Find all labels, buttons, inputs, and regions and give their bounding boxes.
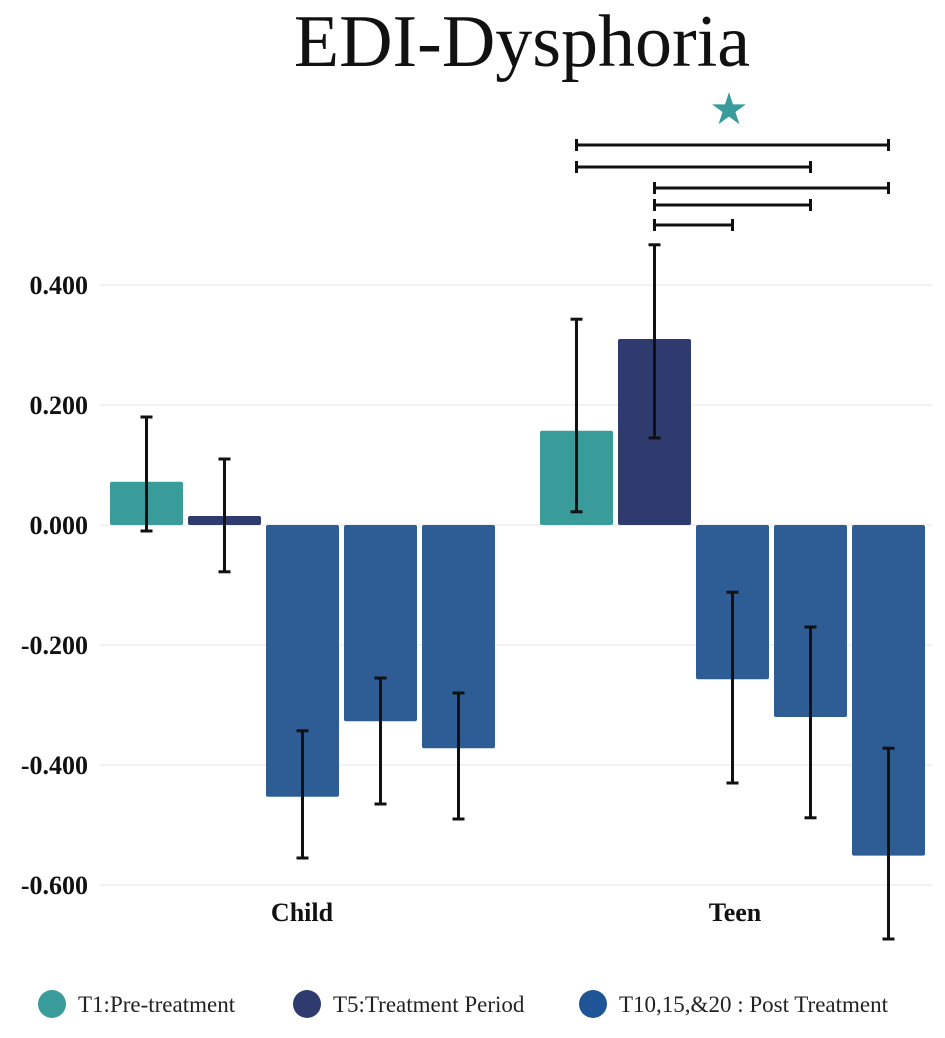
y-tick-label: 0.400 <box>30 271 89 300</box>
legend-swatch <box>579 990 607 1018</box>
bar-child-3 <box>266 525 339 797</box>
axis-layer: 0.400 0.200 0.000 -0.200 -0.400 -0.600 Child Te… <box>21 271 762 927</box>
significance-star-icon: ★ <box>709 84 748 135</box>
error-bar <box>374 676 387 806</box>
error-bar <box>218 457 231 574</box>
y-tick-label: 0.200 <box>30 391 89 420</box>
significance-bracket <box>653 219 734 231</box>
legend-label: T5:Treatment Period <box>333 992 525 1017</box>
legend-label: T10,15,&20 : Post Treatment <box>619 992 889 1017</box>
legend: T1:Pre-treatment T5:Treatment Period T10,1… <box>38 990 889 1018</box>
error-bar <box>452 691 465 821</box>
bar-teen-4 <box>774 525 847 717</box>
error-bar <box>140 415 153 533</box>
significance-bracket <box>653 182 890 194</box>
x-category-label: Child <box>271 898 334 927</box>
error-bar <box>882 746 895 941</box>
error-bar-layer <box>140 243 895 941</box>
y-tick-label: 0.000 <box>30 511 89 540</box>
y-tick-label: -0.400 <box>21 751 88 780</box>
legend-item: T10,15,&20 : Post Treatment <box>579 990 889 1018</box>
error-bar <box>296 729 309 860</box>
x-category-label: Teen <box>709 898 762 927</box>
bar-child-5 <box>422 525 495 749</box>
significance-bracket <box>653 199 812 211</box>
error-bar <box>570 317 583 514</box>
error-bar <box>726 590 739 785</box>
y-tick-label: -0.600 <box>21 871 88 900</box>
legend-swatch <box>293 990 321 1018</box>
significance-bracket <box>575 161 812 173</box>
legend-swatch <box>38 990 66 1018</box>
significance-layer: ★ <box>575 84 890 231</box>
bar-child-4 <box>344 525 417 722</box>
bar-layer <box>110 339 925 856</box>
legend-label: T1:Pre-treatment <box>78 992 236 1017</box>
error-bar <box>648 243 661 440</box>
y-tick-label: -0.200 <box>21 631 88 660</box>
bar-teen-5 <box>852 525 925 856</box>
error-bar <box>804 625 817 820</box>
chart-title: EDI-Dysphoria <box>294 1 750 83</box>
significance-bracket <box>575 139 890 151</box>
legend-item: T5:Treatment Period <box>293 990 525 1018</box>
legend-item: T1:Pre-treatment <box>38 990 236 1018</box>
